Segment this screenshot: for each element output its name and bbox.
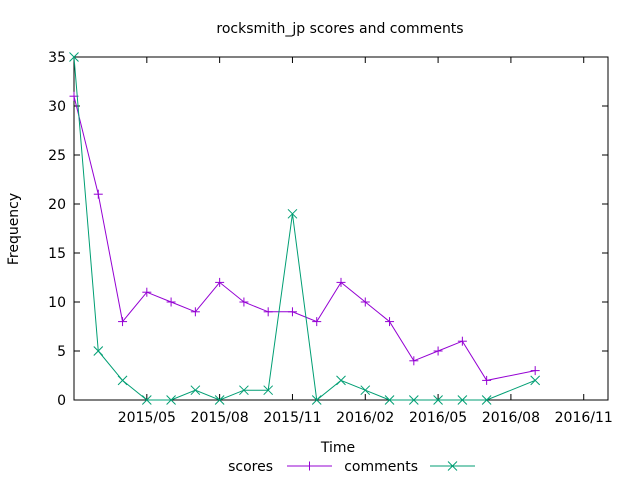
legend-marker-comments xyxy=(447,461,458,471)
comments-point xyxy=(384,395,395,405)
scores-point xyxy=(482,375,492,385)
comments-point xyxy=(336,375,346,386)
comments-point xyxy=(287,208,298,219)
legend: scores comments xyxy=(228,459,475,475)
legend-marker-comments-d2 xyxy=(447,461,458,471)
comments-point xyxy=(214,395,225,405)
comments-point xyxy=(190,385,201,396)
scores-point xyxy=(530,366,540,376)
y-tick-label: 30 xyxy=(48,99,66,115)
scores-point xyxy=(457,336,467,346)
comments-point xyxy=(481,395,492,405)
comments-point-d2 xyxy=(384,395,395,405)
comments-point-d2 xyxy=(239,385,249,396)
x-tick-label: 2016/08 xyxy=(482,410,540,426)
comments-point-d2 xyxy=(336,375,346,386)
comments-point xyxy=(263,385,274,396)
comments-point xyxy=(433,395,443,405)
comments-point xyxy=(408,395,419,405)
comments-point-d2 xyxy=(433,395,443,405)
comments-point xyxy=(311,395,322,405)
comments-point xyxy=(530,375,541,386)
scores-point xyxy=(118,317,128,327)
comments-point-d2 xyxy=(69,52,79,62)
y-tick-label: 15 xyxy=(48,246,66,262)
comments-point-d2 xyxy=(311,395,322,405)
x-tick-label: 2016/11 xyxy=(555,410,613,426)
x-tick-label: 2016/05 xyxy=(409,410,467,426)
comments-point-d2 xyxy=(117,375,128,386)
scores-point xyxy=(409,356,419,366)
scores-point xyxy=(312,317,322,327)
comments-point-d2 xyxy=(190,385,201,396)
comments-point xyxy=(166,395,176,405)
scores-point xyxy=(190,307,200,317)
scores-point xyxy=(263,307,273,317)
comments-point-d2 xyxy=(530,375,541,386)
comments-point xyxy=(117,375,128,386)
comments-point-d2 xyxy=(457,395,468,405)
scores-point xyxy=(336,277,346,287)
scores-point xyxy=(385,317,395,327)
comments-point-d2 xyxy=(93,346,104,356)
comments-point-d2 xyxy=(166,395,176,405)
y-axis-label: Frequency xyxy=(6,193,22,265)
legend-label-scores: scores xyxy=(228,459,273,475)
y-tick-label: 35 xyxy=(48,50,66,66)
comments-point xyxy=(93,346,104,356)
y-tick-label: 5 xyxy=(57,344,66,360)
comments-point xyxy=(457,395,468,405)
scores-point xyxy=(287,307,297,317)
comments-point-d2 xyxy=(263,385,274,396)
legend-label-comments: comments xyxy=(344,459,418,475)
plot-border xyxy=(73,56,609,401)
y-tick-label: 25 xyxy=(48,148,66,164)
comments-point xyxy=(141,395,152,405)
chart-title: rocksmith_jp scores and comments xyxy=(216,21,463,37)
comments-point-d2 xyxy=(214,395,225,405)
scores-point xyxy=(215,277,225,287)
y-tick-label: 20 xyxy=(48,197,66,213)
comments-point-d2 xyxy=(481,395,492,405)
x-axis-label: Time xyxy=(320,440,355,456)
plot-area: 0 5 10 15 20 25 30 35 2015/05 2015/08 2015/11 2016/… xyxy=(48,50,613,426)
comments-point xyxy=(239,385,249,396)
y-tick-label: 0 xyxy=(57,393,66,409)
legend-marker-scores xyxy=(305,461,314,471)
x-tick-label: 2015/11 xyxy=(263,410,321,426)
x-tick-label: 2016/02 xyxy=(336,410,394,426)
comments-point-d2 xyxy=(408,395,419,405)
comments-point-d2 xyxy=(141,395,152,405)
scores-point xyxy=(433,346,443,356)
scores-point xyxy=(360,297,370,307)
scores-point xyxy=(239,297,249,307)
scores-series-line xyxy=(73,96,536,381)
comments-series-line xyxy=(73,56,536,401)
comments-point xyxy=(360,385,371,396)
x-tick-label: 2015/08 xyxy=(191,410,249,426)
comments-point-d2 xyxy=(287,208,298,219)
scores-point xyxy=(166,297,176,307)
scores-point xyxy=(93,189,103,199)
scores-point xyxy=(142,287,152,297)
comments-point xyxy=(69,52,79,62)
x-tick-label: 2015/05 xyxy=(118,410,176,426)
y-tick-label: 10 xyxy=(48,295,66,311)
comments-point-d2 xyxy=(360,385,371,396)
